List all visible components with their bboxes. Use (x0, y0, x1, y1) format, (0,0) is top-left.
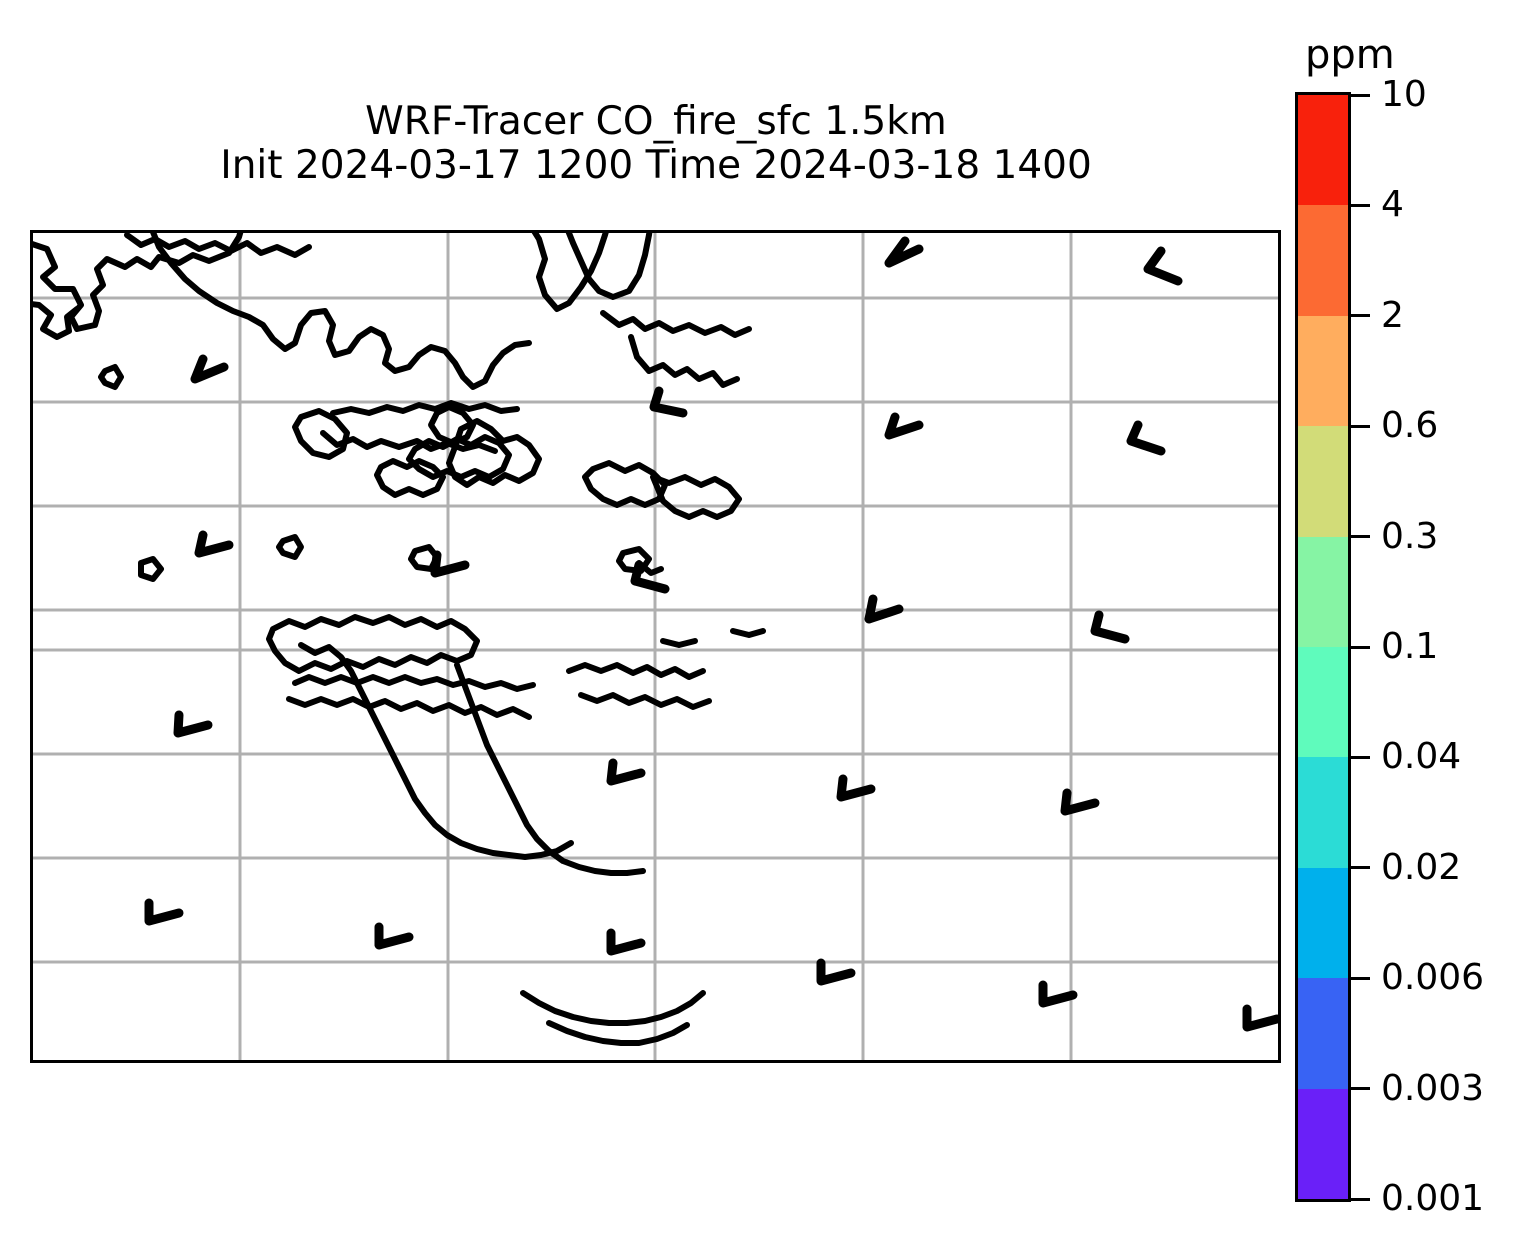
page-title: WRF-Tracer CO_fire_sfc 1.5km Init 2024-0… (30, 99, 1282, 189)
wind-barb (1060, 788, 1100, 816)
colorbar-tick-axis: 10 4 2 0.6 0.3 0.1 0.04 0.02 0.006 0.003 0.001 (1351, 77, 1526, 1217)
wind-barb (173, 710, 213, 738)
wind-barb (630, 560, 670, 594)
colorbar-tick-mark (1351, 93, 1370, 97)
wind-barb (1126, 420, 1166, 456)
colorbar-tick-label: 0.003 (1381, 1067, 1485, 1109)
colorbar-band (1298, 315, 1348, 427)
wind-barb (649, 386, 688, 418)
wind-barb (606, 758, 646, 786)
colorbar-tick-label: 0.1 (1381, 626, 1439, 667)
title-line-primary: WRF-Tracer CO_fire_sfc 1.5km (365, 99, 947, 144)
wind-barb (816, 958, 856, 986)
colorbar-tick-label: 0.04 (1381, 736, 1462, 778)
colorbar-band (1298, 205, 1348, 316)
colorbar-tick-mark (1351, 1197, 1370, 1201)
colorbar-band (1298, 867, 1348, 979)
coastlines (33, 233, 766, 1046)
colorbar-unit-label: ppm (1305, 32, 1395, 78)
colorbar-tick-label: 4 (1381, 184, 1404, 226)
colorbar-band (1298, 426, 1348, 537)
map-graphics (33, 233, 1278, 1060)
colorbar-tick-mark (1351, 314, 1370, 318)
colorbar-band (1298, 536, 1348, 647)
colorbar-tick-mark (1351, 1087, 1370, 1091)
colorbar-band (1298, 757, 1348, 868)
colorbar-tick-mark (1351, 866, 1370, 870)
map-plot-area[interactable] (30, 230, 1281, 1063)
wind-barb (1038, 980, 1078, 1008)
wind-barb (1143, 246, 1183, 286)
colorbar-band (1298, 95, 1348, 206)
wind-barb (606, 928, 646, 956)
colorbar-tick-mark (1351, 976, 1370, 980)
wind-barb (884, 412, 924, 440)
colorbar-tick-mark (1351, 535, 1370, 539)
wind-barb (864, 594, 904, 624)
colorbar-band (1298, 1088, 1348, 1199)
wind-barb (1090, 610, 1130, 644)
wind-barb (194, 530, 234, 558)
wind-barb (190, 354, 229, 384)
map-gridlines (33, 233, 1278, 1060)
wind-barb (1242, 1004, 1278, 1032)
colorbar-tick-mark (1351, 203, 1370, 207)
wind-barbs (144, 236, 1278, 1032)
wind-barb (144, 898, 184, 926)
colorbar-tick-label: 10 (1381, 74, 1427, 115)
wind-barb (430, 550, 470, 578)
colorbar-tick-label: 0.001 (1381, 1178, 1485, 1219)
colorbar-band (1298, 646, 1348, 758)
colorbar-tick-mark (1351, 755, 1370, 759)
colorbar-tick-label: 0.6 (1381, 405, 1439, 447)
title-line-secondary: Init 2024-03-17 1200 Time 2024-03-18 140… (220, 143, 1092, 189)
colorbar-tick-label: 2 (1381, 294, 1404, 336)
wind-barb (884, 236, 924, 268)
colorbar-tick-mark (1351, 424, 1370, 428)
colorbar[interactable] (1295, 92, 1351, 1202)
colorbar-tick-label: 0.006 (1381, 957, 1485, 999)
colorbar-band (1298, 978, 1348, 1089)
colorbar-tick-mark (1351, 645, 1370, 649)
colorbar-tick-label: 0.02 (1381, 846, 1462, 888)
wind-barb (374, 922, 414, 950)
wind-barb (836, 774, 876, 802)
colorbar-tick-label: 0.3 (1381, 515, 1439, 557)
